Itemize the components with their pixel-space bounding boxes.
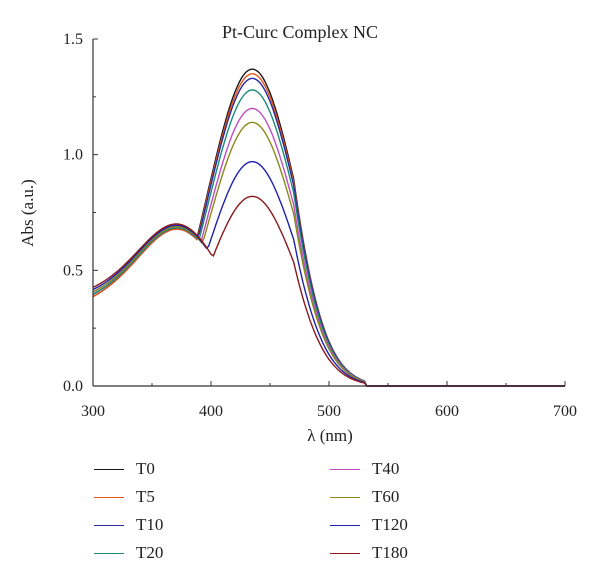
x-tick-label: 700	[553, 403, 577, 420]
legend-label: T60	[372, 487, 400, 506]
legend-label: T20	[136, 543, 164, 562]
chart-title: Pt-Curc Complex NC	[222, 22, 378, 42]
legend-item-t120: T120	[330, 513, 408, 537]
y-axis-label: Abs (a.u.)	[18, 179, 37, 247]
legend-label: T120	[372, 515, 408, 534]
legend-swatch	[94, 524, 124, 526]
legend-item-t180: T180	[330, 541, 408, 565]
legend-item-t40: T40	[330, 457, 399, 481]
legend-swatch	[330, 524, 360, 526]
y-axis: 0.0 0.5 1.0 1.5	[63, 31, 98, 395]
legend-item-t10: T10	[94, 513, 163, 537]
legend-item-t20: T20	[94, 541, 163, 565]
legend-swatch	[330, 468, 360, 470]
legend-swatch	[94, 552, 124, 554]
legend-swatch	[94, 468, 124, 470]
legend-label: T10	[136, 515, 164, 534]
legend-label: T0	[136, 459, 155, 478]
x-tick-label: 500	[317, 403, 341, 420]
legend-item-t60: T60	[330, 485, 399, 509]
x-tick-label: 600	[435, 403, 459, 420]
legend-label: T40	[372, 459, 400, 478]
series-line-t180	[92, 195, 565, 387]
x-tick-label: 400	[199, 403, 223, 420]
y-tick-label: 0.0	[63, 378, 83, 395]
x-tick-label: 300	[81, 403, 105, 420]
legend-label: T5	[136, 487, 155, 506]
legend-swatch	[330, 496, 360, 498]
legend-item-t5: T5	[94, 485, 155, 509]
x-axis-label: λ (nm)	[307, 426, 353, 445]
legend-label: T180	[372, 543, 408, 562]
legend-swatch	[94, 496, 124, 498]
plot-area	[92, 68, 565, 387]
legend-swatch	[330, 552, 360, 554]
legend-item-t0: T0	[94, 457, 155, 481]
y-tick-label: 1.0	[63, 147, 83, 164]
x-axis: 300 400 500 600 700	[81, 381, 577, 420]
y-tick-label: 0.5	[63, 262, 83, 279]
y-tick-label: 1.5	[63, 31, 83, 48]
series-line-t120	[92, 160, 565, 387]
